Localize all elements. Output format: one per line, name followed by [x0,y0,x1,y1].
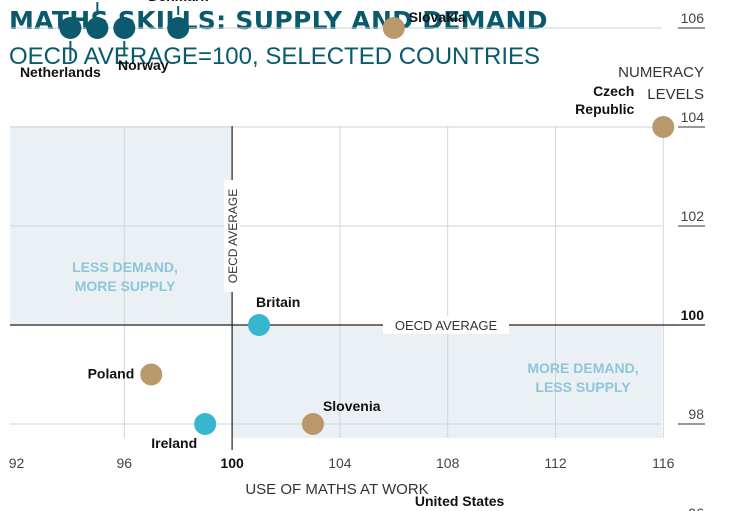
point-label-denmark: Denmark [148,0,208,4]
y-tick-label-106: 106 [681,10,705,26]
x-tick-label-92: 92 [9,455,25,471]
point-label-czech-line2: Republic [575,101,634,117]
quadrant-label-bottom-right-2: LESS SUPPLY [535,379,631,395]
x-axis-title: USE OF MATHS AT WORK [245,481,428,498]
y-tick-label-104: 104 [681,109,705,125]
x-tick-label-104: 104 [328,455,352,471]
reference-label-y: OECD AVERAGE [395,318,498,333]
data-point-poland [140,363,163,386]
reference-label-x: OECD AVERAGE [226,189,240,283]
point-label-ireland: Ireland [151,435,197,451]
y-tick-label-102: 102 [681,208,705,224]
x-tick-label-100: 100 [220,455,244,471]
x-tick-label-108: 108 [436,455,460,471]
reference-label-x-bg [224,180,241,292]
point-label-poland: Poland [88,366,135,382]
y-axis-title-line2: LEVELS [647,86,704,103]
data-point-ireland [194,413,217,435]
point-label-netherlands: Netherlands [20,64,101,80]
data-point-slovenia [301,413,324,435]
data-point-slovakia [382,17,405,39]
x-tick-label-116: 116 [652,455,675,471]
point-label-slovenia: Slovenia [323,398,381,414]
point-label-czech: Czech [593,83,634,99]
quadrant-label-bottom-right-1: MORE DEMAND, [527,360,638,376]
quadrant-label-top-left-1: LESS DEMAND, [72,259,178,275]
chart-subtitle: OECD AVERAGE=100, SELECTED COUNTRIES [9,43,541,70]
point-label-slovakia: Slovakia [409,9,466,25]
y-tick-label-96: 96 [688,505,704,511]
y-tick-label-98: 98 [688,406,704,422]
quadrant-label-top-left-2: MORE SUPPLY [75,278,176,294]
x-tick-label-96: 96 [117,455,133,471]
x-tick-label-112: 112 [544,455,567,471]
y-axis-title-line1: NUMERACY [618,64,704,81]
data-point-denmark [167,17,190,39]
point-label-united-states: United States [415,493,505,509]
data-point-britain [248,314,271,336]
data-point-netherlands [59,17,82,39]
data-point-czech [652,116,675,138]
data-point-norway [113,17,136,39]
reference-label-y-bg [383,316,509,334]
point-label-norway: Norway [118,57,169,73]
point-label-britain: Britain [256,294,300,310]
y-tick-label-100: 100 [681,307,705,323]
data-point-sweden [86,17,109,39]
